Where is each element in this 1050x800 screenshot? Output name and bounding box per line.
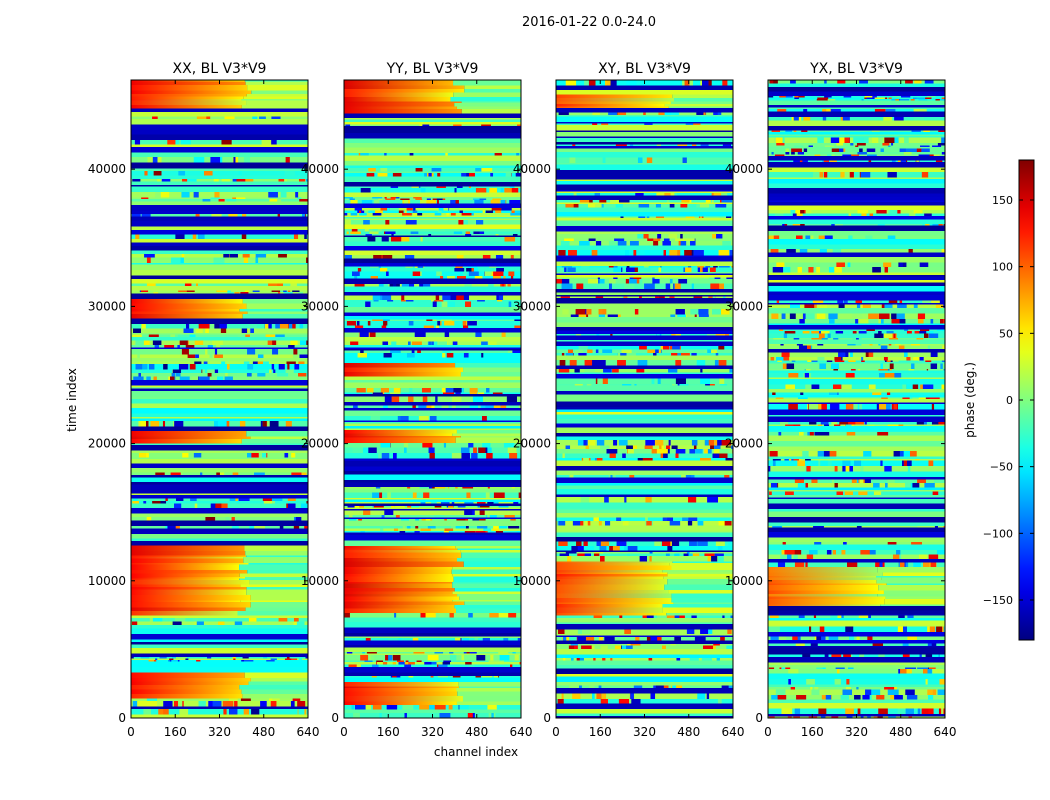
figure-title: 2016-01-22 0.0-24.0	[522, 15, 656, 30]
x-tick-label: 640	[510, 725, 533, 739]
x-tick-label: 160	[801, 725, 824, 739]
x-tick-label: 320	[845, 725, 868, 739]
heatmap-image	[556, 80, 733, 718]
heatmap-image	[131, 80, 308, 718]
y-tick-label: 0	[755, 711, 763, 725]
y-tick-label: 40000	[513, 162, 551, 176]
x-tick-label: 0	[340, 725, 348, 739]
x-tick-label: 160	[589, 725, 612, 739]
y-tick-label: 20000	[88, 437, 126, 451]
colorbar-tick-label: 100	[992, 261, 1013, 274]
x-tick-label: 320	[208, 725, 231, 739]
x-tick-label: 480	[889, 725, 912, 739]
x-tick-label: 0	[764, 725, 772, 739]
y-tick-label: 30000	[513, 299, 551, 313]
panel-title: YX, BL V3*V9	[809, 61, 903, 77]
y-tick-label: 10000	[513, 574, 551, 588]
y-tick-label: 40000	[88, 162, 126, 176]
x-tick-label: 480	[252, 725, 275, 739]
y-tick-label: 30000	[301, 299, 339, 313]
colorbar: 150 100 50 0 −50 −100 −150	[983, 159, 1035, 641]
panel-1: YY, BL V3*V9 0 160 320 480 640 0 10000 20000 3000…	[301, 61, 533, 739]
y-tick-label: 10000	[301, 574, 339, 588]
x-tick-label: 640	[934, 725, 957, 739]
x-tick-label: 160	[377, 725, 400, 739]
panel-0: XX, BL V3*V9 0 160 320 480 640 0 10000 20000 3000…	[88, 61, 320, 739]
colorbar-tick-label: 0	[1006, 394, 1013, 407]
y-tick-label: 0	[331, 711, 339, 725]
heatmap-image	[768, 80, 945, 718]
panel-title: XY, BL V3*V9	[598, 61, 691, 77]
y-tick-label: 10000	[725, 574, 763, 588]
x-tick-label: 320	[633, 725, 656, 739]
panel-2: XY, BL V3*V9 0 160 320 480 640 0 10000 20000 3000…	[513, 61, 745, 739]
x-tick-label: 480	[677, 725, 700, 739]
x-tick-label: 640	[297, 725, 320, 739]
panel-3: YX, BL V3*V9 0 160 320 480 640 0 10000 20000 3000…	[725, 61, 957, 739]
x-tick-label: 160	[164, 725, 187, 739]
y-tick-label: 40000	[725, 162, 763, 176]
colorbar-tick-label: −150	[983, 594, 1013, 607]
colorbar-tick-label: −100	[983, 527, 1013, 540]
x-tick-label: 0	[552, 725, 560, 739]
panel-title: YY, BL V3*V9	[386, 61, 479, 77]
x-tick-label: 480	[465, 725, 488, 739]
y-tick-label: 20000	[725, 437, 763, 451]
y-tick-label: 30000	[725, 299, 763, 313]
y-tick-label: 30000	[88, 299, 126, 313]
x-tick-label: 0	[127, 725, 135, 739]
panel-title: XX, BL V3*V9	[173, 61, 267, 77]
y-tick-label: 0	[543, 711, 551, 725]
colorbar-label: phase (deg.)	[963, 362, 977, 438]
y-axis-label: time index	[65, 368, 79, 432]
colorbar-tick-label: 150	[992, 194, 1013, 207]
y-tick-label: 40000	[301, 162, 339, 176]
x-axis-label: channel index	[434, 745, 518, 759]
x-tick-label: 640	[722, 725, 745, 739]
y-tick-label: 0	[118, 711, 126, 725]
heatmap-panels: XX, BL V3*V9 0 160 320 480 640 0 10000 20000 3000…	[88, 61, 957, 739]
y-tick-label: 20000	[301, 437, 339, 451]
colorbar-tick-label: −50	[990, 461, 1013, 474]
colorbar-tick-label: 50	[999, 327, 1013, 340]
heatmap-image	[344, 80, 521, 718]
y-tick-label: 20000	[513, 437, 551, 451]
x-tick-label: 320	[421, 725, 444, 739]
y-tick-label: 10000	[88, 574, 126, 588]
